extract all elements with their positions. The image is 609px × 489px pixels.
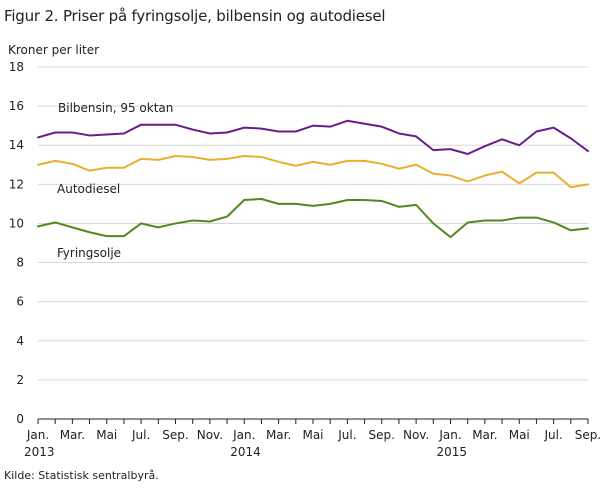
x-tick-label: Mar. <box>266 428 291 442</box>
y-tick-label: 14 <box>9 138 24 152</box>
x-tick-label: Mai <box>96 428 117 442</box>
x-tick-label: Sep. <box>162 428 188 442</box>
series-lines <box>37 119 589 239</box>
series-label-fyringsolje: Fyringsolje <box>57 246 121 260</box>
y-axis-label: Kroner per liter <box>8 43 99 57</box>
x-tick-label: Jan. <box>438 428 461 442</box>
series-line-2 <box>37 198 589 239</box>
series-line-0 <box>37 119 589 156</box>
gridlines <box>38 66 588 420</box>
series-label-bilbensin: Bilbensin, 95 oktan <box>58 101 173 115</box>
x-tick-label: Nov. <box>197 428 223 442</box>
y-axis-ticks: 0 2 4 6 8 10 12 14 16 18 <box>9 60 24 426</box>
x-tick-label: Jul. <box>543 428 562 442</box>
x-tick-label: Mar. <box>472 428 497 442</box>
x-tick-label: Jan. <box>232 428 255 442</box>
y-tick-label: 6 <box>16 295 24 309</box>
chart-title: Figur 2. Priser på fyringsolje, bilbensi… <box>4 7 386 25</box>
y-tick-label: 18 <box>9 60 24 74</box>
y-tick-label: 2 <box>16 373 24 387</box>
y-tick-label: 10 <box>9 216 24 230</box>
x-tick-label: Sep. <box>575 428 601 442</box>
x-year-label: 2014 <box>230 445 261 459</box>
x-tick-label: Mai <box>509 428 530 442</box>
x-tick-label: Jul. <box>131 428 150 442</box>
y-tick-label: 16 <box>9 99 24 113</box>
x-tick-label: Mar. <box>60 428 85 442</box>
y-tick-label: 12 <box>9 177 24 191</box>
x-tick-label: Nov. <box>403 428 429 442</box>
y-tick-label: 0 <box>16 412 24 426</box>
x-tick-label: Sep. <box>369 428 395 442</box>
x-tick-label: Mai <box>302 428 323 442</box>
x-tick-label: Jan. <box>26 428 49 442</box>
x-year-label: 2013 <box>24 445 55 459</box>
x-year-label: 2015 <box>437 445 468 459</box>
x-tick-label: Jul. <box>337 428 356 442</box>
source-note: Kilde: Statistisk sentralbyrå. <box>4 469 159 482</box>
series-line-1 <box>37 154 589 189</box>
y-tick-label: 8 <box>16 256 24 270</box>
y-tick-label: 4 <box>16 334 24 348</box>
series-label-autodiesel: Autodiesel <box>57 182 120 196</box>
x-axis: Jan. Mar. Mai Jul. Sep. Nov. Jan. Mar. Mai Jul. Se… <box>24 419 601 459</box>
